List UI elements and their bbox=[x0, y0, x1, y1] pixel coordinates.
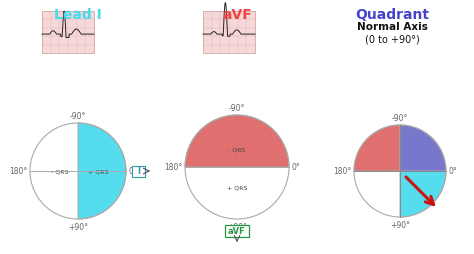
Text: 180°: 180° bbox=[333, 167, 351, 176]
Text: -90°: -90° bbox=[392, 114, 408, 122]
Wedge shape bbox=[185, 116, 289, 167]
Wedge shape bbox=[354, 125, 400, 171]
Text: 180°: 180° bbox=[164, 163, 182, 172]
Text: (0 to +90°): (0 to +90°) bbox=[365, 34, 419, 44]
Text: Quadrant: Quadrant bbox=[355, 8, 429, 22]
Text: 0°: 0° bbox=[449, 167, 458, 176]
Text: aVF: aVF bbox=[228, 227, 246, 235]
FancyBboxPatch shape bbox=[132, 166, 145, 177]
Circle shape bbox=[30, 123, 126, 219]
Text: + QRS: + QRS bbox=[88, 169, 108, 174]
Text: - QRS: - QRS bbox=[228, 147, 246, 152]
Text: +90°: +90° bbox=[68, 222, 88, 231]
Text: -90°: -90° bbox=[229, 104, 245, 113]
Text: aVF: aVF bbox=[222, 8, 252, 22]
Text: +90°: +90° bbox=[227, 222, 247, 231]
Bar bbox=[42, 12, 94, 54]
Text: +90°: +90° bbox=[390, 220, 410, 229]
Text: -90°: -90° bbox=[70, 112, 86, 121]
Text: Normal Axis: Normal Axis bbox=[356, 22, 428, 32]
Text: Lead I: Lead I bbox=[54, 8, 102, 22]
Text: 180°: 180° bbox=[9, 167, 27, 176]
Wedge shape bbox=[400, 125, 446, 171]
Text: 0°: 0° bbox=[292, 163, 301, 172]
Circle shape bbox=[185, 116, 289, 219]
Wedge shape bbox=[400, 171, 446, 217]
Wedge shape bbox=[78, 123, 126, 219]
Circle shape bbox=[354, 125, 446, 217]
Text: - QRS: - QRS bbox=[51, 169, 69, 174]
Text: 0°: 0° bbox=[129, 167, 138, 176]
FancyBboxPatch shape bbox=[225, 225, 249, 237]
Bar bbox=[203, 12, 255, 54]
Text: I: I bbox=[137, 167, 140, 176]
Text: + QRS: + QRS bbox=[227, 185, 247, 190]
